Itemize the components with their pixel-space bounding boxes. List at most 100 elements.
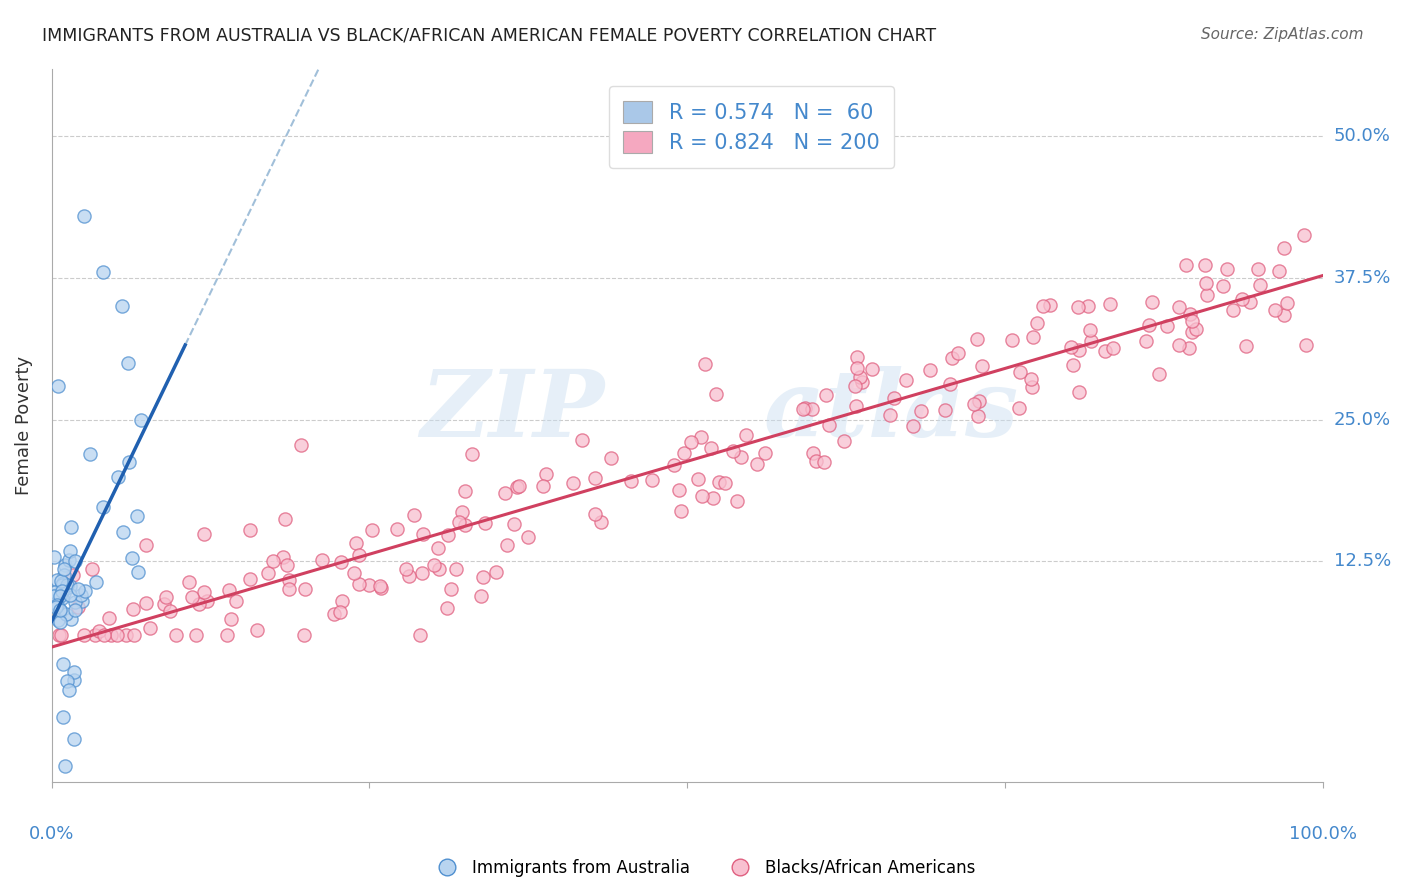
Point [63, 673, 86, 687]
Point [583, 471, 606, 485]
Point [454, 484, 477, 499]
Point [1067, 343, 1090, 357]
Point [1098, 297, 1121, 311]
Point [1272, 241, 1295, 255]
Point [219, 612, 242, 626]
Y-axis label: Female Poverty: Female Poverty [15, 356, 32, 495]
Point [668, 483, 690, 498]
Point [845, 350, 868, 364]
Point [55, 673, 77, 688]
Point [714, 475, 737, 490]
Point [1001, 333, 1024, 347]
Point [75, 584, 97, 599]
Point [1272, 308, 1295, 322]
Point [49, 574, 72, 588]
Point [153, 597, 176, 611]
Point [239, 572, 262, 586]
Point [180, 590, 202, 604]
Point [257, 566, 280, 581]
Point [695, 357, 717, 371]
Point [360, 523, 382, 537]
Point [571, 434, 593, 448]
Point [516, 530, 538, 544]
Point [702, 491, 724, 505]
Point [970, 359, 993, 374]
Point [87, 624, 110, 638]
Point [114, 628, 136, 642]
Point [1025, 316, 1047, 330]
Point [51, 578, 73, 592]
Point [42, 550, 65, 565]
Point [70, 588, 93, 602]
Point [1147, 367, 1170, 381]
Point [845, 361, 868, 376]
Point [51, 584, 73, 599]
Point [454, 518, 477, 533]
Point [91, 500, 114, 514]
Point [818, 418, 841, 433]
Point [1185, 322, 1208, 336]
Point [1264, 302, 1286, 317]
Point [1175, 258, 1198, 272]
Point [53, 562, 76, 576]
Point [395, 562, 418, 576]
Point [436, 601, 458, 615]
Point [793, 401, 815, 415]
Point [804, 454, 827, 468]
Point [704, 387, 727, 401]
Text: 25.0%: 25.0% [1334, 410, 1391, 429]
Point [620, 474, 643, 488]
Point [323, 607, 346, 622]
Point [1246, 261, 1268, 276]
Point [461, 447, 484, 461]
Point [423, 558, 446, 573]
Point [347, 548, 370, 562]
Point [939, 376, 962, 391]
Legend: R = 0.574   N =  60, R = 0.824   N = 200: R = 0.574 N = 60, R = 0.824 N = 200 [609, 86, 894, 168]
Point [412, 527, 434, 541]
Point [1080, 334, 1102, 349]
Point [800, 402, 823, 417]
Point [1239, 294, 1261, 309]
Point [49, 615, 72, 629]
Point [801, 445, 824, 459]
Point [562, 476, 585, 491]
Point [45, 588, 67, 602]
Point [946, 346, 969, 360]
Point [1007, 401, 1029, 415]
Point [121, 602, 143, 616]
Point [49, 602, 72, 616]
Point [111, 299, 134, 313]
Point [349, 577, 371, 591]
Point [1137, 318, 1160, 332]
Text: 50.0%: 50.0% [1334, 128, 1391, 145]
Point [1181, 325, 1204, 339]
Point [1197, 288, 1219, 302]
Point [58, 682, 80, 697]
Point [193, 585, 215, 599]
Point [159, 604, 181, 618]
Point [437, 527, 460, 541]
Point [967, 409, 990, 423]
Point [368, 579, 391, 593]
Point [1067, 384, 1090, 399]
Point [707, 475, 730, 490]
Point [72, 209, 94, 223]
Point [52, 576, 75, 591]
Point [747, 457, 769, 471]
Point [735, 427, 758, 442]
Point [792, 402, 814, 417]
Point [894, 373, 917, 387]
Text: IMMIGRANTS FROM AUSTRALIA VS BLACK/AFRICAN AMERICAN FEMALE POVERTY CORRELATION C: IMMIGRANTS FROM AUSTRALIA VS BLACK/AFRIC… [42, 27, 936, 45]
Point [215, 628, 238, 642]
Point [449, 515, 471, 529]
Point [1021, 371, 1043, 385]
Point [93, 628, 115, 642]
Point [63, 732, 86, 747]
Point [125, 508, 148, 523]
Point [508, 479, 530, 493]
Point [815, 387, 838, 401]
Point [127, 565, 149, 579]
Point [344, 535, 367, 549]
Point [48, 628, 70, 642]
